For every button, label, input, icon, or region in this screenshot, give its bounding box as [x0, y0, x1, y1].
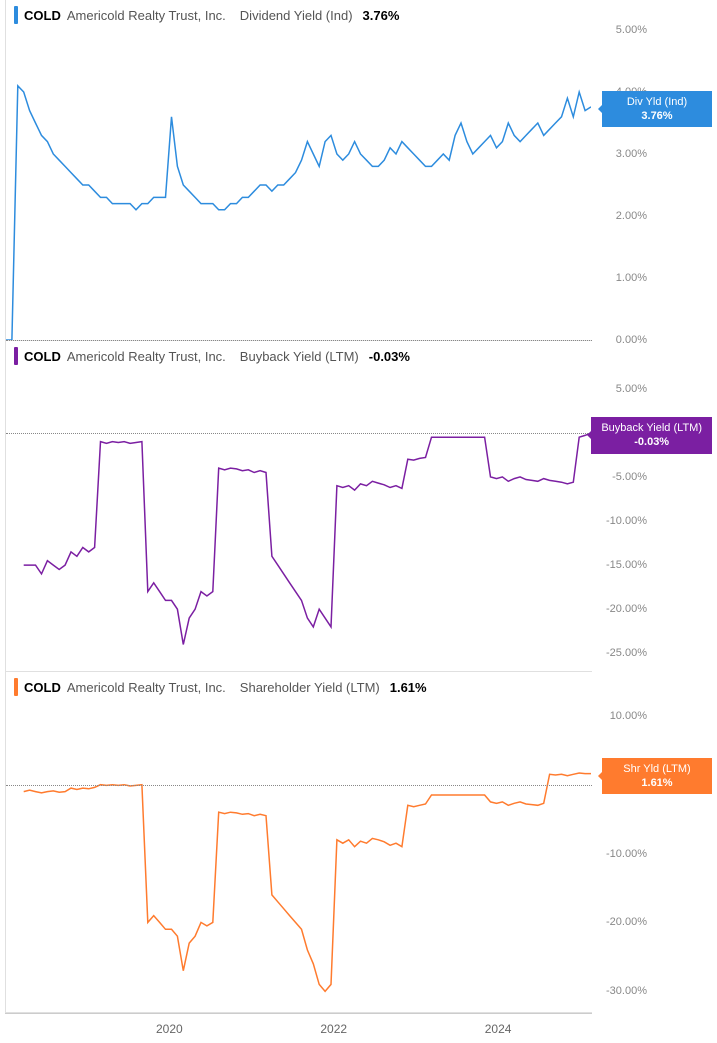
metric-label: Buyback Yield (LTM) [240, 349, 359, 364]
badge-label: Div Yld (Ind) [612, 95, 702, 109]
panel-buyback-yield: COLD Americold Realty Trust, Inc. Buybac… [5, 341, 592, 672]
series-color-indicator [14, 678, 18, 696]
x-tick-label: 2024 [485, 1022, 512, 1036]
series-color-indicator [14, 347, 18, 365]
x-tick-label: 2022 [320, 1022, 347, 1036]
badge-arrow [581, 429, 593, 441]
y-tick-label: -30.00% [606, 985, 647, 997]
series-line [6, 702, 591, 1012]
y-tick-label: -25.00% [606, 647, 647, 659]
y-tick-label: -15.00% [606, 559, 647, 571]
company-name: Americold Realty Trust, Inc. [67, 680, 226, 695]
y-axis-labels: -30.00%-20.00%-10.00%0.00%10.00% [597, 702, 647, 1012]
badge-label: Shr Yld (LTM) [612, 762, 702, 776]
series-line [6, 371, 591, 671]
plot-area-shareholder-yield[interactable]: -30.00%-20.00%-10.00%0.00%10.00%Shr Yld … [6, 702, 592, 1012]
y-tick-label: 5.00% [616, 383, 647, 395]
metric-label: Shareholder Yield (LTM) [240, 680, 380, 695]
y-tick-label: 3.00% [616, 148, 647, 160]
value-badge: Buyback Yield (LTM)-0.03% [591, 417, 712, 454]
y-tick-label: -10.00% [606, 848, 647, 860]
x-tick-label: 2020 [156, 1022, 183, 1036]
badge-label: Buyback Yield (LTM) [601, 421, 702, 435]
series-color-indicator [14, 6, 18, 24]
y-tick-label: -10.00% [606, 515, 647, 527]
y-tick-label: 0.00% [616, 334, 647, 346]
series-line [6, 30, 591, 340]
panel-div-yield: COLD Americold Realty Trust, Inc. Divide… [5, 0, 592, 341]
y-tick-label: -20.00% [606, 603, 647, 615]
metric-value: -0.03% [369, 349, 410, 364]
panel-header: COLD Americold Realty Trust, Inc. Buybac… [6, 341, 592, 371]
zero-line [6, 785, 592, 786]
y-axis-labels: -25.00%-20.00%-15.00%-10.00%-5.00%0.00%5… [597, 371, 647, 671]
badge-arrow [592, 103, 604, 115]
y-tick-label: -5.00% [612, 471, 647, 483]
panel-shareholder-yield: COLD Americold Realty Trust, Inc. Shareh… [5, 672, 592, 1013]
zero-line [6, 433, 592, 434]
metric-label: Dividend Yield (Ind) [240, 8, 353, 23]
value-badge: Div Yld (Ind)3.76% [602, 91, 712, 128]
metric-value: 3.76% [363, 8, 400, 23]
value-badge: Shr Yld (LTM)1.61% [602, 758, 712, 795]
ticker-symbol: COLD [24, 8, 61, 23]
badge-value: 1.61% [612, 776, 702, 790]
badge-arrow [592, 770, 604, 782]
y-tick-label: -20.00% [606, 916, 647, 928]
panel-header: COLD Americold Realty Trust, Inc. Shareh… [6, 672, 592, 702]
y-tick-label: 2.00% [616, 210, 647, 222]
ticker-symbol: COLD [24, 680, 61, 695]
chart-container: COLD Americold Realty Trust, Inc. Divide… [0, 0, 717, 1043]
company-name: Americold Realty Trust, Inc. [67, 349, 226, 364]
y-tick-label: 10.00% [610, 710, 647, 722]
metric-value: 1.61% [390, 680, 427, 695]
x-axis: 2020 2022 2024 [5, 1013, 592, 1043]
y-tick-label: 1.00% [616, 272, 647, 284]
y-axis-labels: 0.00%1.00%2.00%3.00%4.00%5.00% [597, 30, 647, 340]
badge-value: 3.76% [612, 109, 702, 123]
panel-header: COLD Americold Realty Trust, Inc. Divide… [6, 0, 592, 30]
badge-value: -0.03% [601, 435, 702, 449]
y-tick-label: 5.00% [616, 24, 647, 36]
plot-area-buyback-yield[interactable]: -25.00%-20.00%-15.00%-10.00%-5.00%0.00%5… [6, 371, 592, 671]
plot-area-div-yield[interactable]: 0.00%1.00%2.00%3.00%4.00%5.00%Div Yld (I… [6, 30, 592, 340]
ticker-symbol: COLD [24, 349, 61, 364]
company-name: Americold Realty Trust, Inc. [67, 8, 226, 23]
